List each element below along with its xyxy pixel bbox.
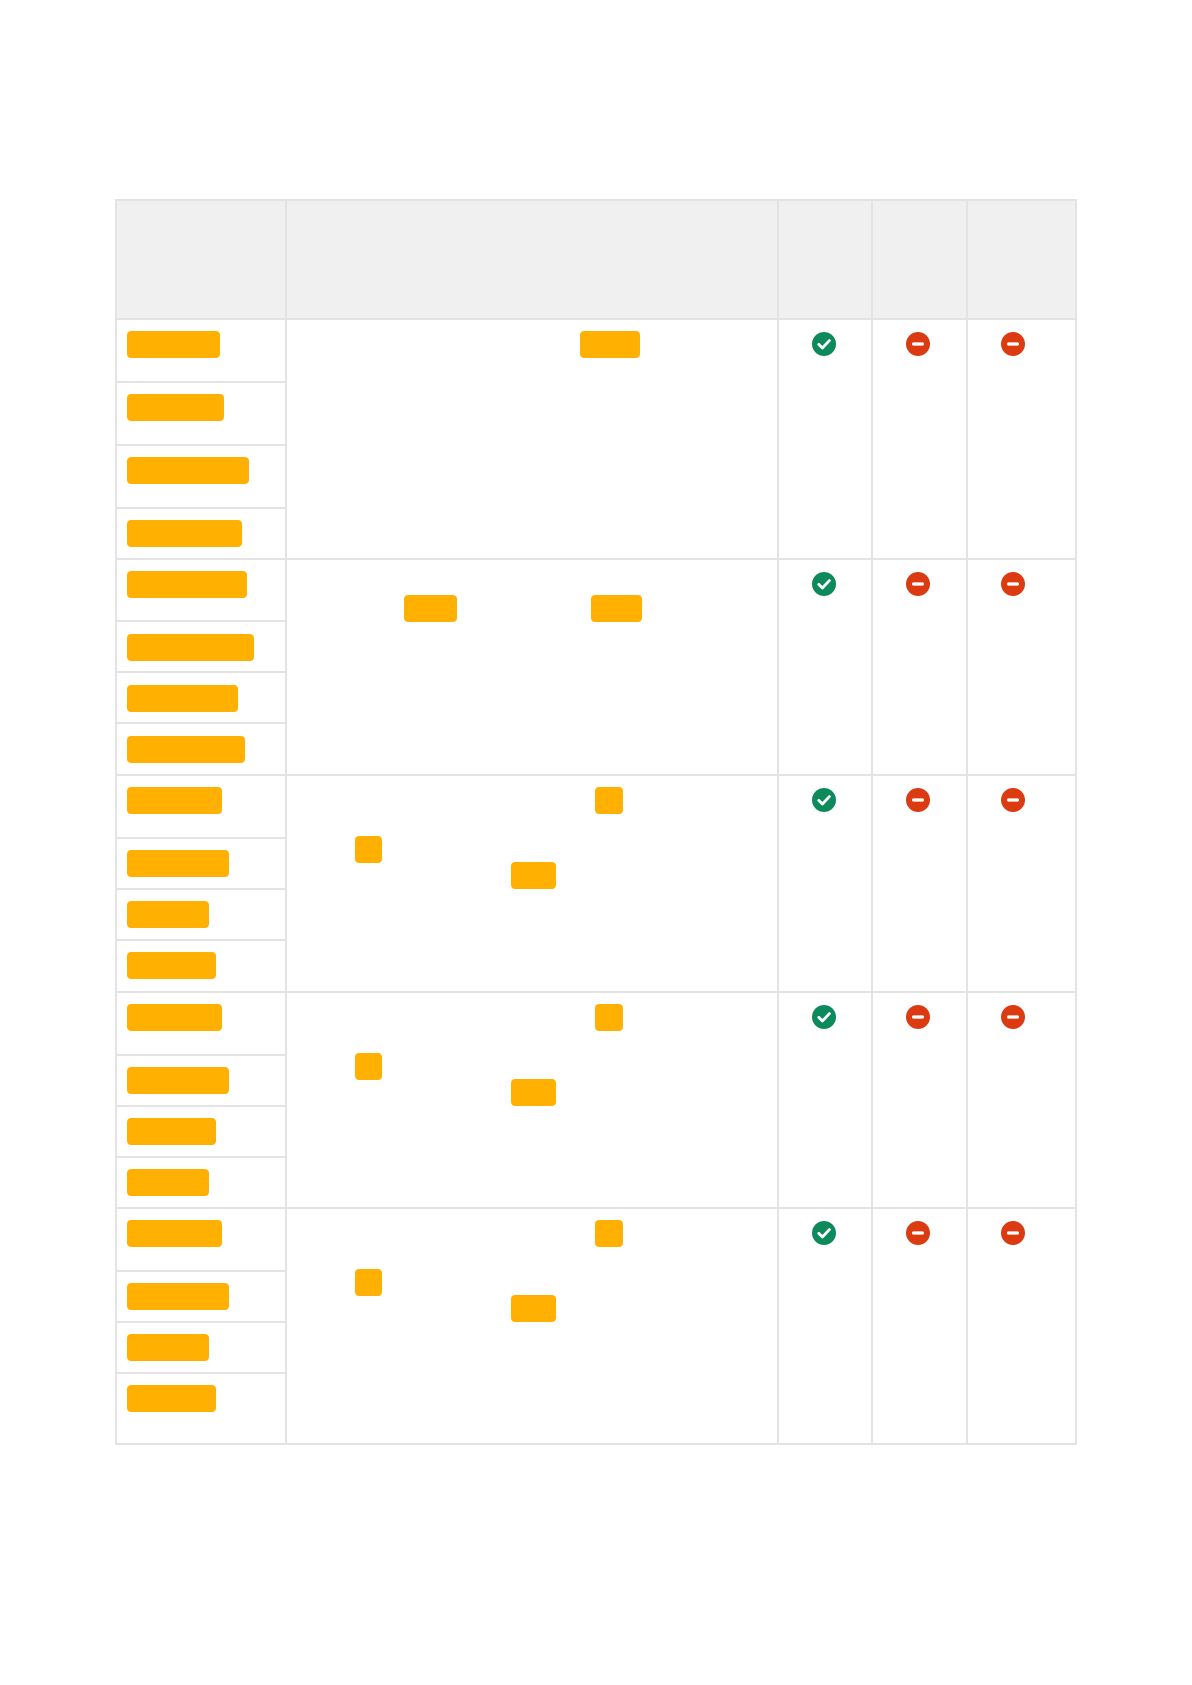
redacted-item-label	[127, 1283, 229, 1310]
redacted-item-label	[127, 1004, 222, 1031]
item-row-divider	[115, 1054, 286, 1056]
column-divider	[777, 199, 779, 1445]
column-divider	[285, 199, 287, 1445]
redacted-description-text	[591, 595, 642, 622]
minus-circle-icon	[1001, 1005, 1025, 1029]
redacted-description-text	[595, 1004, 623, 1031]
check-circle-icon	[812, 1221, 836, 1245]
redacted-item-label	[127, 952, 216, 979]
minus-circle-icon	[1001, 332, 1025, 356]
group-divider	[115, 558, 1077, 560]
table-border	[115, 199, 1077, 201]
item-row-divider	[115, 671, 286, 673]
redacted-description-text	[355, 1269, 382, 1296]
item-row-divider	[115, 939, 286, 941]
item-row-divider	[115, 1270, 286, 1272]
item-row-divider	[115, 1105, 286, 1107]
redacted-item-label	[127, 331, 220, 358]
redacted-description-text	[595, 787, 623, 814]
minus-circle-icon	[906, 572, 930, 596]
item-row-divider	[115, 444, 286, 446]
redacted-description-text	[355, 1053, 382, 1080]
item-row-divider	[115, 1372, 286, 1374]
redacted-description-text	[511, 862, 556, 889]
group-divider	[115, 991, 1077, 993]
check-circle-icon	[812, 332, 836, 356]
redacted-item-label	[127, 685, 238, 712]
redacted-item-label	[127, 571, 247, 598]
redacted-item-label	[127, 520, 242, 547]
redacted-item-label	[127, 850, 229, 877]
group-divider	[115, 774, 1077, 776]
minus-circle-icon	[1001, 1221, 1025, 1245]
column-divider	[115, 199, 117, 1445]
minus-circle-icon	[906, 332, 930, 356]
check-circle-icon	[812, 788, 836, 812]
item-row-divider	[115, 507, 286, 509]
redacted-item-label	[127, 1169, 209, 1196]
item-row-divider	[115, 381, 286, 383]
column-divider	[966, 199, 968, 1445]
redacted-description-text	[580, 331, 640, 358]
redacted-item-label	[127, 901, 209, 928]
group-divider	[115, 1207, 1077, 1209]
redacted-item-label	[127, 787, 222, 814]
item-row-divider	[115, 1321, 286, 1323]
redacted-item-label	[127, 1118, 216, 1145]
redacted-item-label	[127, 394, 224, 421]
minus-circle-icon	[906, 788, 930, 812]
redacted-item-label	[127, 1334, 209, 1361]
redacted-item-label	[127, 1067, 229, 1094]
redacted-item-label	[127, 457, 249, 484]
redacted-description-text	[355, 836, 382, 863]
check-circle-icon	[812, 572, 836, 596]
redacted-description-text	[404, 595, 457, 622]
redacted-item-label	[127, 634, 254, 661]
group-divider	[115, 318, 1077, 320]
item-row-divider	[115, 722, 286, 724]
item-row-divider	[115, 888, 286, 890]
redacted-item-label	[127, 1385, 216, 1412]
minus-circle-icon	[1001, 572, 1025, 596]
redacted-description-text	[595, 1220, 623, 1247]
redacted-item-label	[127, 736, 245, 763]
item-row-divider	[115, 620, 286, 622]
item-row-divider	[115, 1156, 286, 1158]
minus-circle-icon	[906, 1005, 930, 1029]
redacted-description-text	[511, 1295, 556, 1322]
check-circle-icon	[812, 1005, 836, 1029]
column-divider	[871, 199, 873, 1445]
table-border	[115, 1443, 1077, 1445]
item-row-divider	[115, 837, 286, 839]
comparison-table	[115, 199, 1077, 1445]
minus-circle-icon	[906, 1221, 930, 1245]
minus-circle-icon	[1001, 788, 1025, 812]
column-divider	[1075, 199, 1077, 1445]
redacted-item-label	[127, 1220, 222, 1247]
redacted-description-text	[511, 1079, 556, 1106]
table-header-row	[115, 199, 1077, 320]
